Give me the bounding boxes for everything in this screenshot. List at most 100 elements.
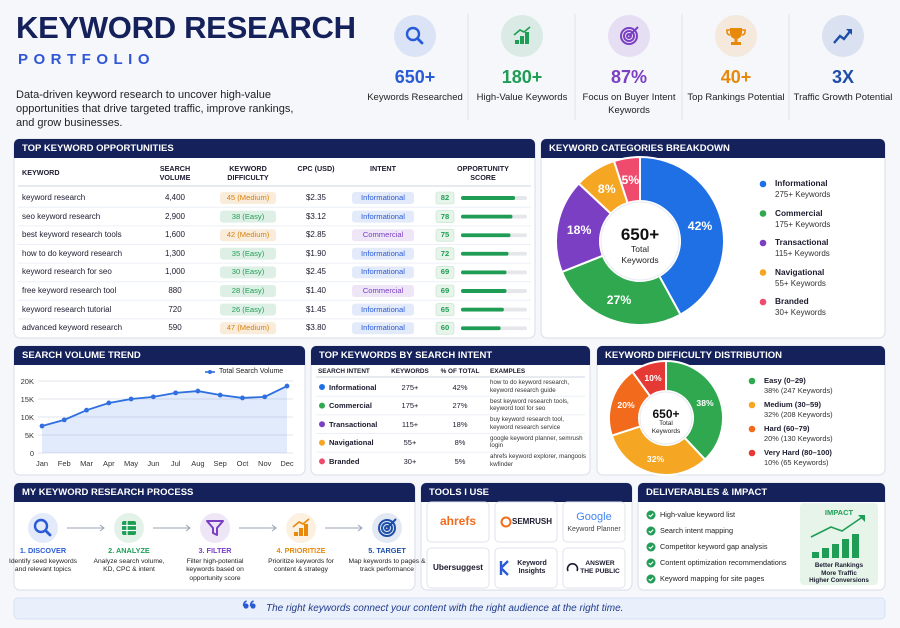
score-track — [461, 270, 527, 275]
legend-label: Navigational — [775, 266, 825, 277]
center-value: 650+ — [652, 406, 680, 421]
check-mark — [648, 545, 654, 550]
cpc: $1.90 — [305, 248, 327, 258]
intent-dot — [319, 439, 325, 446]
area — [42, 386, 287, 453]
legend-detail: 115+ Keywords — [775, 249, 830, 258]
score: 72 — [440, 248, 450, 258]
icon-glyph — [734, 39, 738, 42]
point — [284, 383, 290, 389]
line — [41, 385, 288, 427]
point — [217, 392, 223, 398]
icon-glyph — [416, 37, 424, 45]
icon-glyph — [520, 36, 524, 44]
intent-pill — [352, 192, 414, 204]
score: 78 — [440, 211, 450, 221]
panel-header-base — [597, 358, 885, 365]
score-badge — [435, 247, 455, 261]
panel-header-base — [311, 358, 590, 365]
quote-bar — [13, 597, 886, 620]
icon-glyph — [294, 532, 298, 536]
icon-glyph — [731, 42, 741, 45]
check-mark — [648, 561, 654, 566]
stat-label: Focus on Buyer Intent Keywords — [582, 92, 676, 116]
difficulty-pill — [220, 266, 276, 279]
icon-glyph — [44, 529, 52, 537]
slice-label: 32% — [646, 454, 665, 465]
intent: Informational — [361, 267, 405, 277]
score-track — [461, 289, 527, 293]
x-tick-label: Sep — [213, 459, 227, 468]
icon-glyph — [623, 30, 635, 42]
intent-pill — [352, 266, 414, 279]
point — [128, 396, 134, 402]
score: 60 — [440, 323, 450, 333]
intent: Informational — [361, 248, 405, 258]
icon-glyph — [386, 518, 397, 529]
difficulty: 26 (Easy) — [231, 304, 265, 314]
slice-label: 42% — [687, 219, 713, 234]
intent-pill — [352, 285, 414, 297]
stat-value: 180+ — [501, 67, 543, 87]
intent-pill — [352, 247, 414, 260]
legend-dot — [748, 449, 756, 457]
check-icon — [646, 542, 656, 552]
score-badge — [435, 228, 455, 242]
stat-icon-bg — [394, 15, 436, 57]
panel-title: KEYWORD CATEGORIES BREAKDOWN — [549, 143, 730, 154]
check-mark — [648, 513, 654, 518]
keyword: seo keyword research — [22, 211, 101, 221]
legend-dot — [759, 269, 767, 276]
score-bar — [461, 270, 507, 275]
intent: Informational — [361, 211, 405, 221]
keywords: 115+ — [401, 419, 419, 429]
column-header: SEARCH VOLUME — [159, 164, 191, 182]
intent: Navigational — [329, 438, 374, 448]
difficulty: 28 (Easy) — [231, 286, 265, 295]
difficulty-pill — [220, 322, 276, 335]
legend-dot — [748, 377, 756, 385]
stat-label: High-Value Keywords — [476, 92, 568, 103]
icon-glyph — [206, 520, 224, 536]
step-title: 5. TARGET — [368, 546, 406, 555]
check-icon — [646, 558, 656, 568]
score-track — [461, 326, 527, 331]
point — [61, 417, 67, 423]
tool-name: Keyword Insights — [517, 559, 547, 575]
quote-icon — [243, 603, 249, 609]
examples: best keyword research tools, keyword too… — [490, 397, 569, 413]
point — [106, 400, 112, 406]
legend-detail: 38% (247 Keywords) — [764, 386, 833, 395]
column-header: KEYWORDS — [391, 368, 429, 375]
impact-icon — [842, 539, 849, 558]
intent: Informational — [361, 304, 405, 314]
slice-label: 27% — [606, 292, 632, 307]
x-tick-label: Apr — [102, 459, 115, 468]
legend-detail: 30+ Keywords — [775, 308, 826, 317]
donut-slice — [612, 155, 641, 205]
score-bar — [461, 233, 511, 238]
check-mark — [648, 529, 654, 534]
panel-header-base — [638, 495, 885, 502]
keyword: keyword research for seo — [22, 267, 112, 277]
score-track — [461, 214, 527, 219]
icon-glyph — [378, 519, 396, 537]
panel-header-base — [14, 495, 415, 502]
impact-icon — [858, 515, 865, 522]
intent: Commercial — [362, 286, 404, 295]
share: 18% — [452, 419, 468, 429]
column-header: KEYWORD DIFFICULTY — [227, 164, 269, 182]
donut-hole — [600, 201, 680, 281]
legend-label: Very Hard (80–100) — [764, 448, 832, 457]
icon-glyph — [620, 27, 638, 45]
impact-icon — [822, 548, 829, 558]
y-tick-label: 0 — [29, 449, 34, 458]
tool-name: Google — [576, 511, 612, 523]
share: 27% — [452, 401, 468, 411]
point — [173, 390, 179, 396]
panel-header-base — [14, 358, 305, 365]
score-bar — [461, 196, 516, 200]
volume: 2,900 — [164, 211, 186, 221]
intent: Commercial — [329, 401, 372, 411]
tool-logo — [566, 563, 579, 572]
